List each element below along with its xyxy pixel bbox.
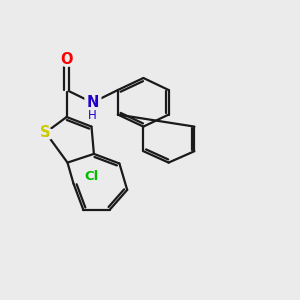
Text: S: S <box>36 120 55 146</box>
Text: Cl: Cl <box>84 170 99 184</box>
Text: O: O <box>56 47 78 73</box>
Text: S: S <box>40 125 51 140</box>
Text: Cl: Cl <box>80 167 103 187</box>
Text: O: O <box>60 52 73 68</box>
Text: N: N <box>82 90 103 116</box>
Text: N: N <box>86 95 99 110</box>
Text: H: H <box>88 109 97 122</box>
